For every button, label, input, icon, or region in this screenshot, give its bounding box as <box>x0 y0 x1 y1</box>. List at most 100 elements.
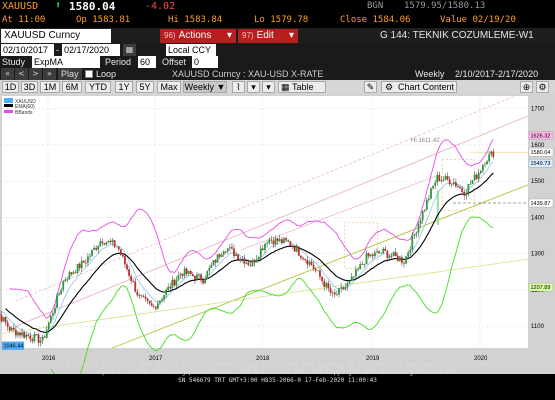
candle-body <box>419 220 422 225</box>
study-row: Study ExpMA Period 60 Offset 0 <box>0 56 555 68</box>
actions-button[interactable]: 96) Actions ▾ <box>160 29 236 43</box>
candle-body <box>390 255 393 257</box>
candle-body <box>357 269 359 270</box>
candle-body <box>181 273 184 276</box>
fast-forward-icon[interactable]: » <box>43 68 56 80</box>
candle-body <box>226 248 229 252</box>
candle-body <box>405 256 407 264</box>
candle-body <box>407 252 410 257</box>
candle-body <box>113 240 116 247</box>
candle-body <box>117 246 120 250</box>
candle-body <box>144 296 147 299</box>
price-chart[interactable]: XAUUSD EMA(60) BBands Hi 1611.42 1700 160… <box>0 94 555 374</box>
loop-checkbox[interactable] <box>85 70 93 78</box>
candle-body <box>76 263 79 274</box>
candle-body <box>122 254 124 257</box>
date-separator: - <box>56 45 59 55</box>
candle-body <box>323 280 326 287</box>
candle-body <box>425 200 428 210</box>
legend-swatch <box>4 110 13 113</box>
candle-body <box>175 279 178 286</box>
candle-body <box>10 327 13 331</box>
candle-body <box>352 276 355 278</box>
pencil-icon[interactable]: ✎ <box>364 81 377 93</box>
tab-1y[interactable]: 1Y <box>115 81 133 93</box>
candles <box>0 148 495 347</box>
tab-3d[interactable]: 3D <box>21 81 38 93</box>
candle-body <box>93 247 95 250</box>
edit-number: 97) <box>242 31 254 40</box>
candle-body <box>417 224 420 233</box>
tab-ytd[interactable]: YTD <box>85 81 111 93</box>
candle-body <box>41 336 44 341</box>
candle-body <box>467 184 470 193</box>
candle-body <box>378 251 380 254</box>
chevron-down-icon: ▾ <box>288 30 294 41</box>
candle-body <box>434 182 437 186</box>
play-button[interactable]: Play <box>58 68 82 80</box>
price-marker <box>528 282 554 292</box>
price-marker-label: 1549.73 <box>531 161 551 167</box>
candle-body <box>146 298 149 301</box>
rewind-icon[interactable]: « <box>1 68 14 80</box>
y-tick-label: 1600 <box>531 143 545 149</box>
currency-select[interactable]: Local CCY <box>166 44 216 56</box>
step-forward-icon[interactable]: > <box>29 68 42 80</box>
frequency-dropdown[interactable]: Weekly ▼ <box>183 81 227 93</box>
quote-time: At 11:00 <box>2 15 46 25</box>
candle-body <box>253 260 256 263</box>
candle-body <box>438 174 441 181</box>
table-button[interactable]: ▦ Table <box>278 81 326 93</box>
candle-body <box>270 239 273 241</box>
chart-type-icon[interactable]: ▾ <box>262 81 275 93</box>
candle-body <box>204 278 207 284</box>
date-to-input[interactable]: 02/17/2020 <box>62 44 120 56</box>
security-input[interactable]: XAUUSD Curncy <box>1 29 111 43</box>
chart-content-button[interactable]: ⚙ Chart Content <box>381 81 457 93</box>
candle-body <box>101 241 104 244</box>
ticker-label: XAUUSD <box>2 1 39 12</box>
tab-1m[interactable]: 1M <box>40 81 60 93</box>
legend-swatch <box>4 98 13 103</box>
ema-slow <box>5 172 494 333</box>
footer-copyright: Japan 81 3 4565 8900 Singapore 65 6212 1… <box>95 369 460 376</box>
zoom-icon[interactable]: ⊕ <box>520 81 533 93</box>
tab-bar: 1D 3D 1M 6M YTD 1Y 5Y Max Weekly ▼ ⌇ ▾ ▾… <box>0 80 555 94</box>
settings-icon[interactable]: ⚙ <box>536 81 549 93</box>
tab-5y[interactable]: 5Y <box>136 81 154 93</box>
date-from-input[interactable]: 02/10/2017 <box>1 44 54 56</box>
candle-body <box>200 274 202 281</box>
chevron-down-icon: ▾ <box>226 30 232 41</box>
study-select[interactable]: ExpMA <box>32 56 100 68</box>
candle-body <box>220 254 223 257</box>
candle-body <box>255 259 258 263</box>
candle-body <box>189 270 192 275</box>
candle-body <box>374 252 376 257</box>
candle-body <box>231 247 233 249</box>
candle-body <box>132 280 135 282</box>
chart-type-icon[interactable]: ⌇ <box>232 81 245 93</box>
trend-line <box>112 184 529 349</box>
candle-body <box>66 279 69 281</box>
tab-max[interactable]: Max <box>157 81 181 93</box>
candle-body <box>268 239 271 244</box>
period-input[interactable]: 60 <box>138 56 156 68</box>
candle-body <box>306 260 309 265</box>
candle-body <box>241 258 244 260</box>
candle-body <box>380 252 383 254</box>
x-tick-label: 2019 <box>366 356 380 362</box>
tab-1d[interactable]: 1D <box>2 81 19 93</box>
candle-body <box>293 247 296 252</box>
bollinger-lower <box>50 216 494 374</box>
edit-button[interactable]: 97) Edit ▾ <box>238 29 298 43</box>
chart-type-icon[interactable]: ▾ <box>247 81 260 93</box>
candle-body <box>212 260 215 266</box>
offset-input[interactable]: 0 <box>192 56 218 68</box>
calendar-icon[interactable]: ▦ <box>123 44 136 56</box>
candle-body <box>115 246 118 248</box>
tab-6m[interactable]: 6M <box>62 81 82 93</box>
candle-body <box>56 295 58 309</box>
candle-body <box>12 327 15 330</box>
step-back-icon[interactable]: < <box>15 68 28 80</box>
candle-body <box>314 268 317 271</box>
